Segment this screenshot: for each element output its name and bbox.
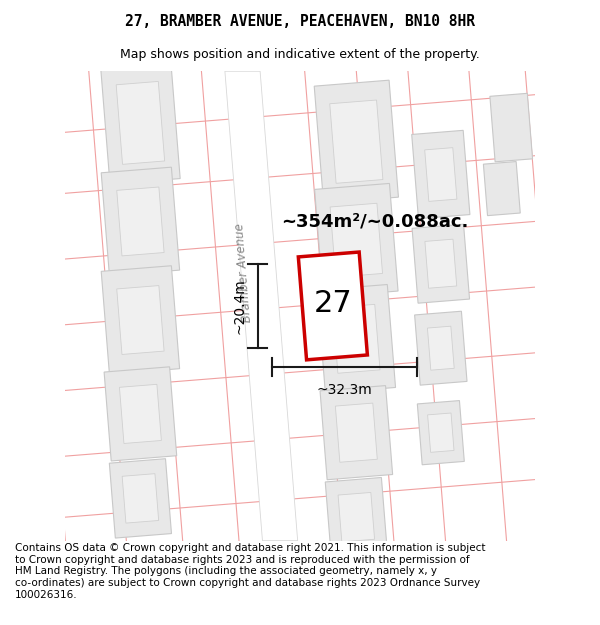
Polygon shape: [225, 71, 298, 541]
Polygon shape: [428, 413, 454, 452]
Polygon shape: [325, 478, 388, 557]
Polygon shape: [109, 459, 172, 538]
Text: 27: 27: [313, 289, 352, 318]
Polygon shape: [415, 311, 467, 385]
Polygon shape: [116, 81, 164, 164]
Text: ~354m²/~0.088ac.: ~354m²/~0.088ac.: [281, 213, 469, 231]
Polygon shape: [425, 148, 457, 201]
Polygon shape: [119, 384, 161, 444]
Text: Map shows position and indicative extent of the property.: Map shows position and indicative extent…: [120, 49, 480, 61]
Polygon shape: [427, 326, 454, 370]
Polygon shape: [101, 62, 180, 184]
Polygon shape: [122, 474, 158, 523]
Polygon shape: [412, 131, 470, 219]
Text: ~32.3m: ~32.3m: [317, 383, 373, 398]
Polygon shape: [330, 100, 383, 183]
Polygon shape: [101, 266, 179, 374]
Polygon shape: [104, 367, 177, 461]
Polygon shape: [117, 286, 164, 354]
Polygon shape: [298, 252, 367, 360]
Text: 27, BRAMBER AVENUE, PEACEHAVEN, BN10 8HR: 27, BRAMBER AVENUE, PEACEHAVEN, BN10 8HR: [125, 14, 475, 29]
Polygon shape: [314, 80, 398, 203]
Polygon shape: [330, 203, 383, 278]
Polygon shape: [425, 239, 457, 288]
Polygon shape: [332, 304, 380, 373]
Text: Contains OS data © Crown copyright and database right 2021. This information is : Contains OS data © Crown copyright and d…: [15, 543, 485, 599]
Polygon shape: [317, 284, 395, 393]
Polygon shape: [335, 403, 377, 462]
Polygon shape: [117, 187, 164, 256]
Text: ~20.4m: ~20.4m: [232, 278, 246, 334]
Polygon shape: [412, 224, 470, 303]
Polygon shape: [314, 183, 398, 297]
Polygon shape: [418, 401, 464, 465]
Text: Bramber Avenue: Bramber Avenue: [233, 223, 254, 323]
Polygon shape: [484, 161, 520, 216]
Polygon shape: [101, 167, 179, 276]
Polygon shape: [490, 93, 533, 162]
Polygon shape: [320, 386, 392, 480]
Polygon shape: [338, 492, 374, 542]
